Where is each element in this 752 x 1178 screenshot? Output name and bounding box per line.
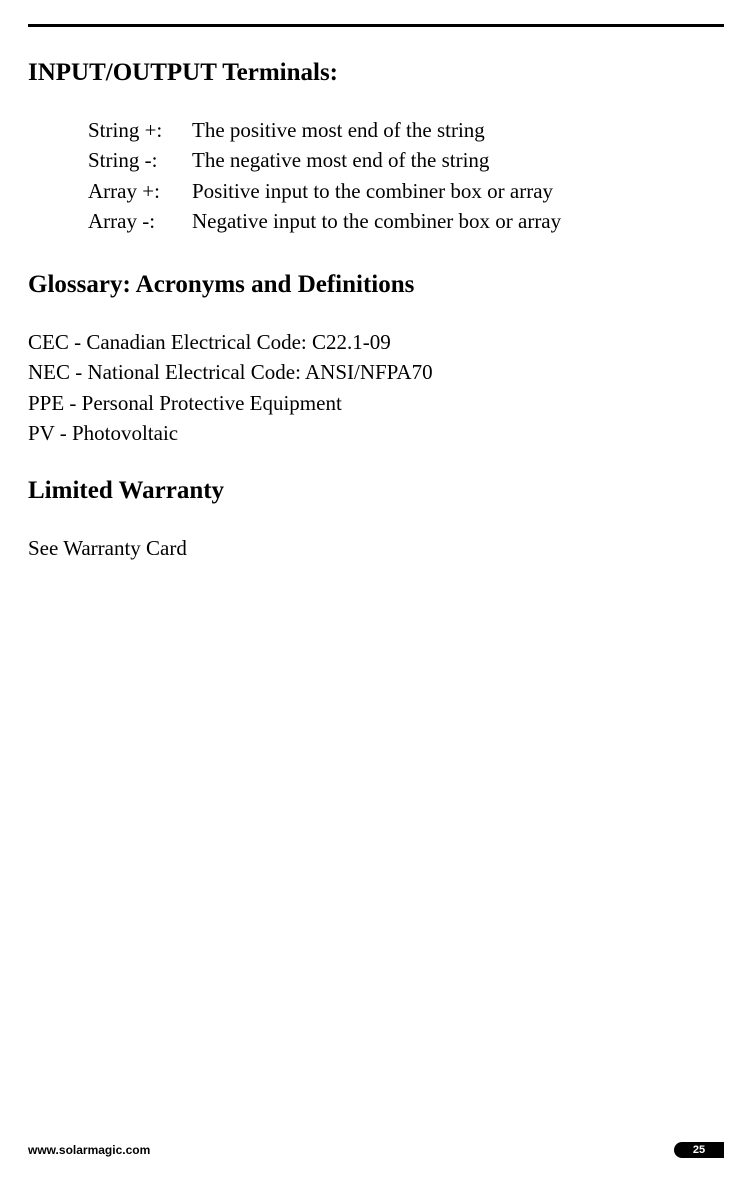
warranty-text: See Warranty Card	[28, 533, 724, 563]
terminals-list: String +: The positive most end of the s…	[28, 115, 724, 237]
terminal-label: Array +:	[88, 176, 192, 206]
terminal-row: Array -: Negative input to the combiner …	[88, 206, 724, 236]
page-container: INPUT/OUTPUT Terminals: String +: The po…	[0, 24, 752, 1178]
footer-url: www.solarmagic.com	[28, 1143, 150, 1157]
terminal-description: The positive most end of the string	[192, 115, 724, 145]
terminals-heading: INPUT/OUTPUT Terminals:	[28, 59, 724, 87]
terminal-description: Positive input to the combiner box or ar…	[192, 176, 724, 206]
terminal-label: Array -:	[88, 206, 192, 236]
page-footer: www.solarmagic.com 25	[28, 1142, 724, 1158]
glossary-list: CEC - Canadian Electrical Code: C22.1-09…	[28, 327, 724, 449]
terminal-row: String -: The negative most end of the s…	[88, 145, 724, 175]
terminal-label: String -:	[88, 145, 192, 175]
glossary-item: CEC - Canadian Electrical Code: C22.1-09	[28, 327, 724, 357]
terminal-row: String +: The positive most end of the s…	[88, 115, 724, 145]
terminal-description: Negative input to the combiner box or ar…	[192, 206, 724, 236]
terminal-label: String +:	[88, 115, 192, 145]
terminal-description: The negative most end of the string	[192, 145, 724, 175]
glossary-item: PPE - Personal Protective Equipment	[28, 388, 724, 418]
glossary-item: NEC - National Electrical Code: ANSI/NFP…	[28, 357, 724, 387]
warranty-heading: Limited Warranty	[28, 477, 724, 505]
top-horizontal-rule	[28, 24, 724, 27]
page-number-badge: 25	[674, 1142, 724, 1158]
page-number: 25	[693, 1144, 705, 1156]
terminal-row: Array +: Positive input to the combiner …	[88, 176, 724, 206]
glossary-item: PV - Photovoltaic	[28, 418, 724, 448]
glossary-heading: Glossary: Acronyms and Definitions	[28, 271, 724, 299]
